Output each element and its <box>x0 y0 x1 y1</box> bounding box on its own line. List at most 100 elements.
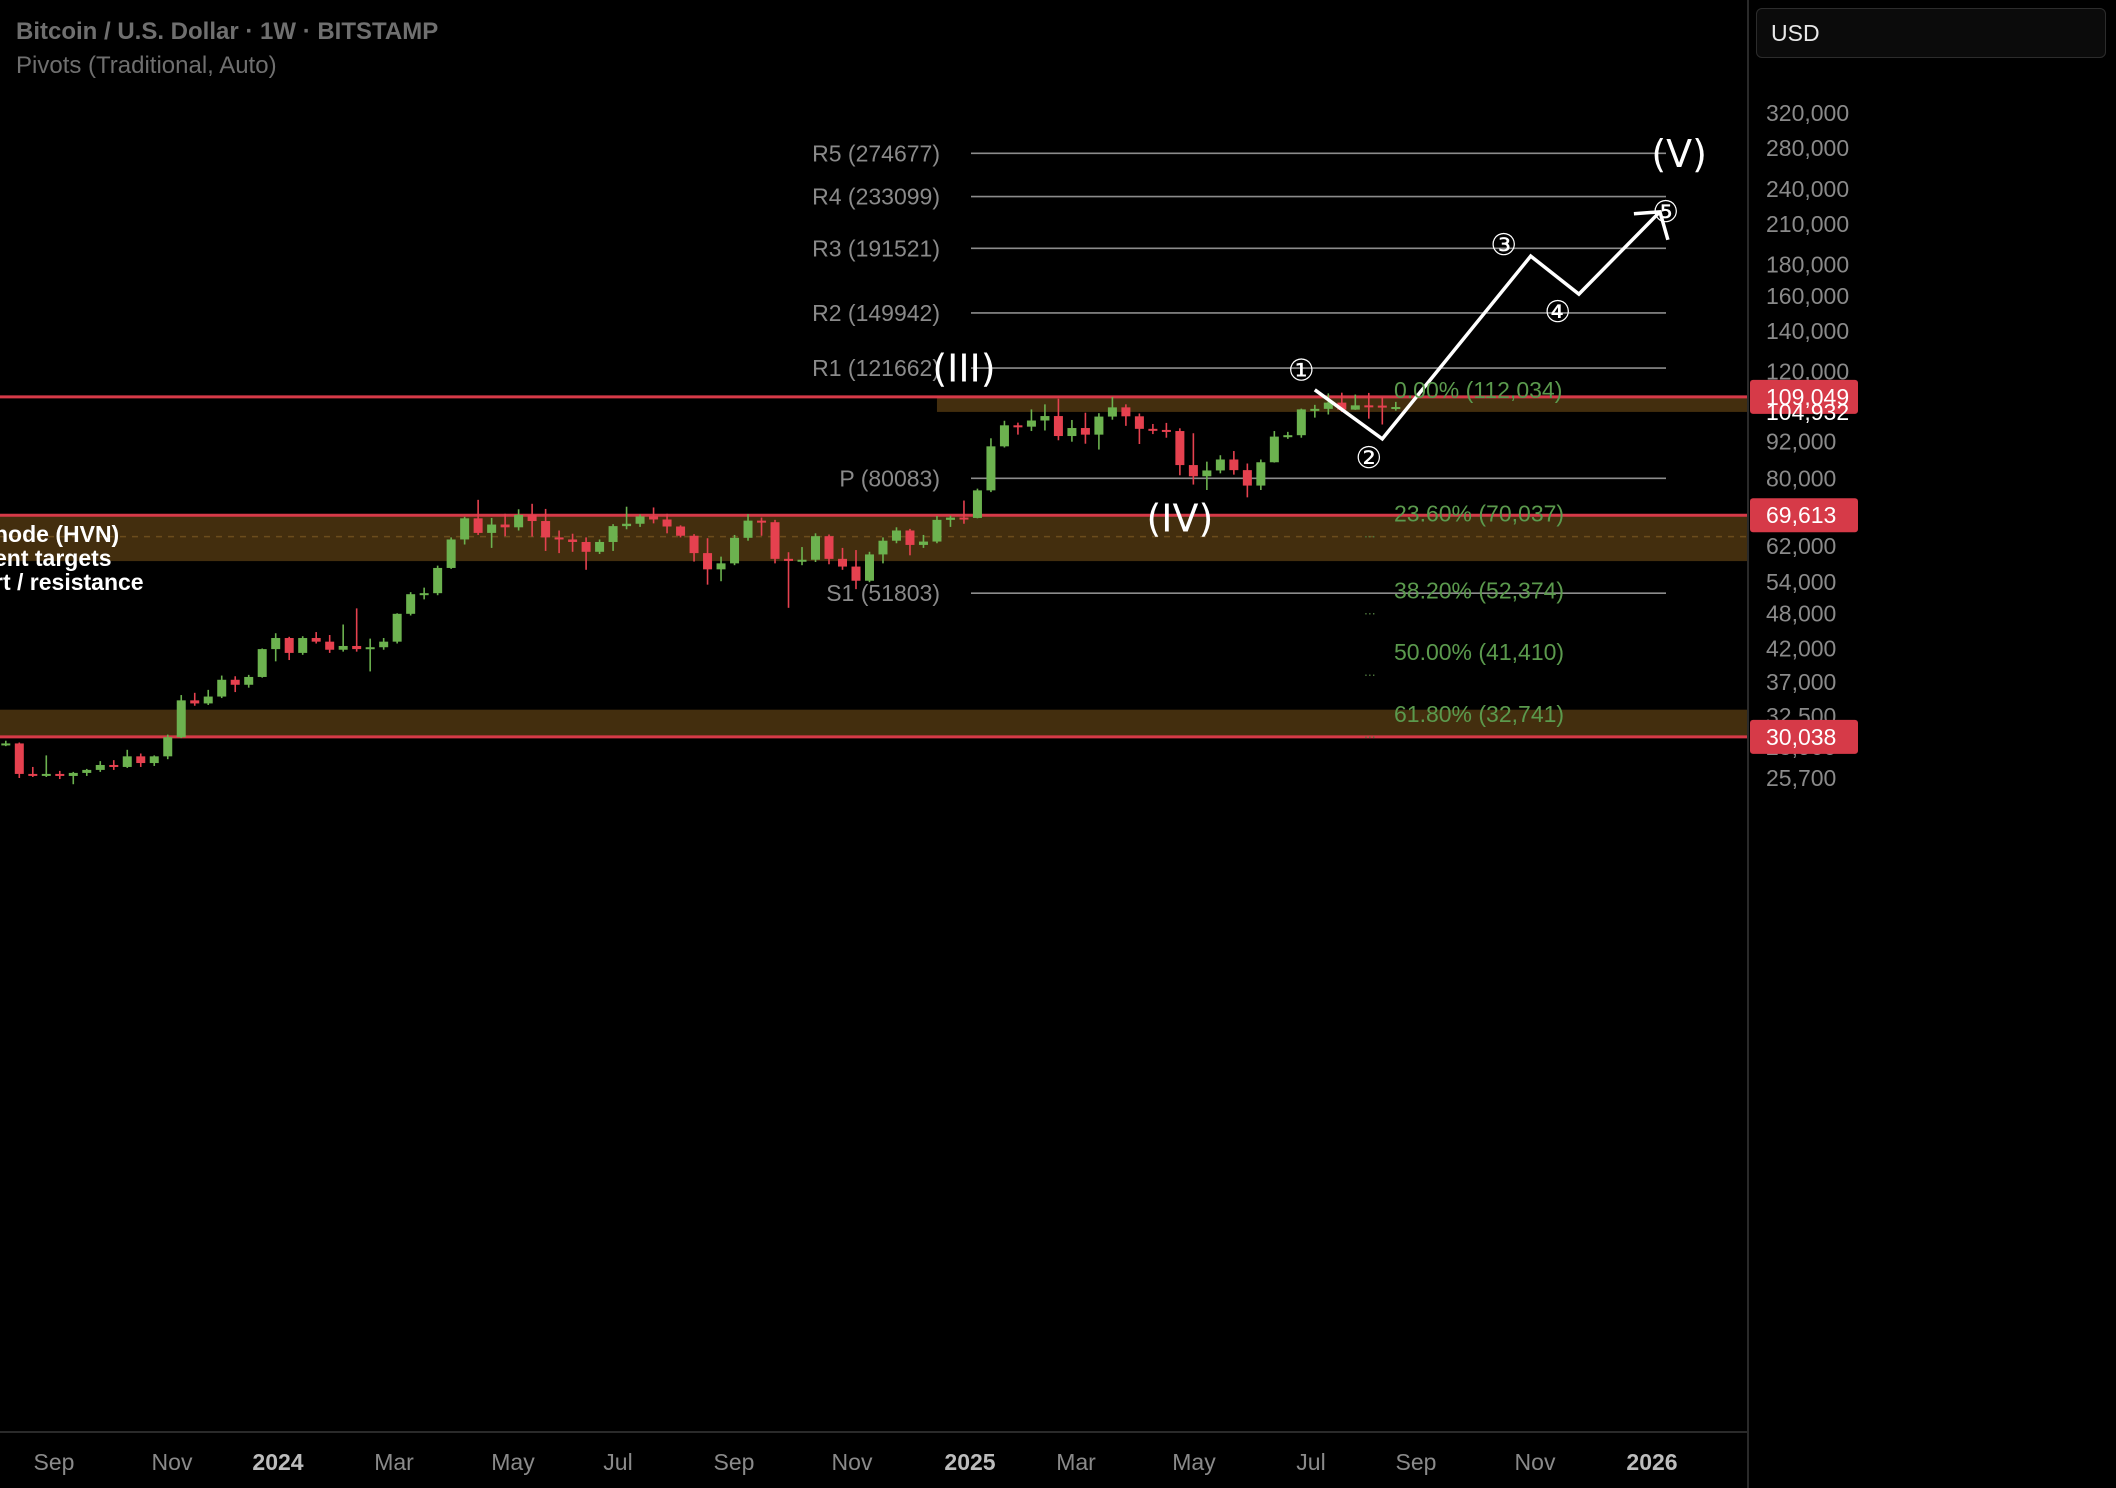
candle-body <box>581 541 591 552</box>
candle-body <box>959 517 969 520</box>
candle-body <box>379 641 389 648</box>
candle-body <box>217 679 227 697</box>
wave-label: ③ <box>1490 228 1517 263</box>
currency-selector[interactable]: USD <box>1756 8 2106 58</box>
pivot-label: R2 (149942) <box>812 300 940 326</box>
candle-body <box>271 638 281 650</box>
candle-body <box>1188 465 1198 477</box>
candle-body <box>1013 425 1023 428</box>
projection-path <box>1313 210 1662 442</box>
candle-body <box>703 553 713 570</box>
price-badge-label: 30,038 <box>1766 724 1836 750</box>
candle-body <box>257 649 267 677</box>
time-tick-label: 2026 <box>1626 1449 1677 1475</box>
time-tick-label: May <box>491 1449 535 1475</box>
candle-body <box>433 567 443 594</box>
candle-body <box>230 679 240 685</box>
candle-body <box>1 743 11 746</box>
candle-body <box>1148 428 1158 431</box>
candle-body <box>1391 407 1401 410</box>
fib-dots: ... <box>1364 525 1376 541</box>
price-tick-label: 280,000 <box>1766 135 1849 161</box>
level-lines-layer <box>971 152 1666 594</box>
symbol-title[interactable]: Bitcoin / U.S. Dollar · 1W · BITSTAMP <box>16 18 439 45</box>
candle-body <box>972 490 982 518</box>
candle-body <box>1337 402 1347 410</box>
candle-body <box>365 647 375 650</box>
candle-body <box>1215 459 1225 471</box>
candle-body <box>55 773 65 776</box>
wave-label: (IV) <box>1146 496 1213 540</box>
candle-body <box>770 522 780 559</box>
price-tick-label: 160,000 <box>1766 283 1849 309</box>
candle-body <box>784 558 794 561</box>
time-tick-label: Sep <box>714 1449 755 1475</box>
candle-body <box>284 638 294 653</box>
candle-body <box>392 613 402 642</box>
price-tick-label: 140,000 <box>1766 318 1849 344</box>
price-tick-label: 54,000 <box>1766 569 1836 595</box>
candle-body <box>1107 407 1117 417</box>
wave-label: ① <box>1288 354 1315 389</box>
candle-body <box>406 594 416 614</box>
candle-body <box>298 638 308 653</box>
price-tick-label: 210,000 <box>1766 211 1849 237</box>
candle-body <box>1053 416 1063 437</box>
candle-body <box>460 518 470 540</box>
candle-body <box>676 526 686 536</box>
candle-body <box>999 425 1009 447</box>
candle-body <box>1269 436 1279 463</box>
candle-body <box>716 563 726 570</box>
hvn-zone <box>0 515 1748 562</box>
candle-body <box>1121 407 1131 417</box>
time-tick-label: 2025 <box>944 1449 995 1475</box>
candle-body <box>325 641 335 650</box>
time-tick-label: Jul <box>1296 1449 1325 1475</box>
price-tick-label: 62,000 <box>1766 533 1836 559</box>
candle-body <box>595 541 605 552</box>
fib-label: 50.00% (41,410) <box>1394 639 1564 665</box>
wave-label: ⑤ <box>1652 195 1679 230</box>
candle-body <box>797 559 807 562</box>
candle-body <box>824 536 834 559</box>
candle-body <box>487 524 497 533</box>
price-tick-label: 42,000 <box>1766 635 1836 661</box>
candle-body <box>190 700 200 704</box>
projection-arrowhead <box>1633 209 1670 241</box>
candle-body <box>500 524 510 528</box>
time-tick-label: Nov <box>1515 1449 1556 1475</box>
candle-body <box>851 566 861 581</box>
hvn-zones-layer <box>0 395 1748 739</box>
time-tick-label: Sep <box>1396 1449 1437 1475</box>
candle-body <box>149 756 159 764</box>
hvn-note-line-1: node (HVN) <box>0 521 120 547</box>
fib-label: 38.20% (52,374) <box>1394 577 1564 603</box>
price-badge-label: 69,613 <box>1766 502 1836 528</box>
candle-body <box>635 516 645 524</box>
candle-body <box>163 737 173 757</box>
fib-dots: ... <box>1364 601 1376 617</box>
pivot-label: P (80083) <box>839 465 940 491</box>
candle-body <box>878 540 888 555</box>
price-tick-label: 80,000 <box>1766 466 1836 492</box>
candle-body <box>176 700 186 738</box>
candle-body <box>14 743 24 774</box>
price-tick-label: 48,000 <box>1766 600 1836 626</box>
candle-body <box>1323 402 1333 409</box>
candle-body <box>622 523 632 527</box>
indicator-legend[interactable]: Pivots (Traditional, Auto) <box>16 52 277 79</box>
candle-body <box>446 539 456 568</box>
pivot-label: S1 (51803) <box>826 580 940 606</box>
price-tick-label: 25,700 <box>1766 765 1836 791</box>
candle-body <box>891 530 901 541</box>
candle-body <box>918 541 928 545</box>
price-tick-label: 180,000 <box>1766 252 1849 278</box>
time-tick-label: Nov <box>832 1449 873 1475</box>
time-tick-label: Sep <box>34 1449 75 1475</box>
candle-body <box>28 773 38 776</box>
time-tick-label: Jul <box>603 1449 632 1475</box>
candle-body <box>1229 459 1239 471</box>
wave-label: ② <box>1355 441 1382 476</box>
pivot-label: R3 (191521) <box>812 235 940 261</box>
